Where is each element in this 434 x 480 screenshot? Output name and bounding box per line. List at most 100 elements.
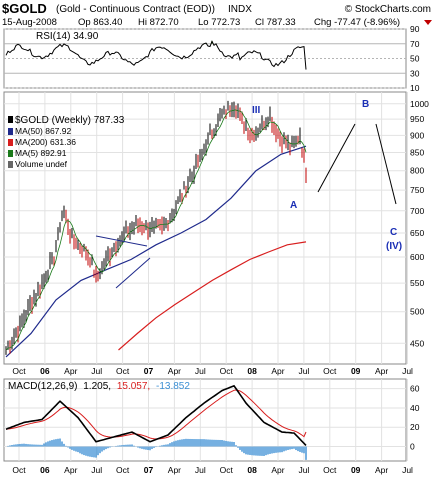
x-axis-label: Jul xyxy=(195,465,206,475)
x-axis-label: Apr xyxy=(271,465,284,475)
legend-volume: Volume undef xyxy=(15,159,68,169)
x-axis-label: Jul xyxy=(402,465,413,475)
x-axis-label: Oct xyxy=(323,465,337,475)
price-tick-label: 450 xyxy=(410,338,424,348)
x-axis-label: Apr xyxy=(168,366,181,376)
chart-watermark: © StockCharts.com xyxy=(345,4,431,15)
price-tick-label: 800 xyxy=(410,166,424,176)
rsi-tick-label: 10 xyxy=(410,83,420,93)
macd-signal-value: 15.057, xyxy=(117,381,150,392)
price-x-axis: Oct 06 Apr Jul Oct 07 Apr Jul Oct 08 Apr Jul Oct 09 Ap… xyxy=(12,366,413,376)
macd-panel: MACD(12,26,9) 1.205, 15.057, -13.852 60 4… xyxy=(3,378,420,462)
x-axis-label: Apr xyxy=(168,465,181,475)
price-tick-labels: 1000 950 900 850 800 750 700 650 600 550 500 450 xyxy=(410,99,429,349)
macd-tick-labels: 60 40 20 0 xyxy=(410,384,420,452)
price-panel: III A B C (IV) $GOLD (Weekly) 787.33 MA(… xyxy=(3,91,429,365)
price-tick-label: 900 xyxy=(410,130,424,140)
wave-label-b: B xyxy=(362,99,369,110)
price-tick-label: 850 xyxy=(410,148,424,158)
ma5-line xyxy=(5,109,307,351)
x-axis-label: 06 xyxy=(40,366,50,376)
x-axis-label: Oct xyxy=(323,366,337,376)
legend-ma200: MA(200) 631.36 xyxy=(15,137,76,147)
x-axis-label: Jul xyxy=(298,366,309,376)
rsi-tick-label: 30 xyxy=(410,68,420,78)
change-down-arrow-icon xyxy=(424,20,432,25)
chart-close: Cl 787.33 xyxy=(255,17,296,28)
legend-ma5-swatch xyxy=(8,150,13,157)
macd-hist-value: -13.852 xyxy=(156,381,190,392)
x-axis-label: Jul xyxy=(91,366,102,376)
x-axis-label: Oct xyxy=(12,465,26,475)
price-legend: $GOLD (Weekly) 787.33 MA(50) 867.92 MA(2… xyxy=(8,115,125,169)
x-axis-label: Jul xyxy=(298,465,309,475)
wave-label-a: A xyxy=(290,200,297,211)
macd-line xyxy=(5,384,307,446)
x-axis-label: Jul xyxy=(91,465,102,475)
rsi-tick-label: 90 xyxy=(410,24,420,34)
rsi-tick-labels: 90 70 50 30 10 xyxy=(410,24,420,93)
projection-wave-c-line xyxy=(375,123,397,205)
legend-main: $GOLD (Weekly) 787.33 xyxy=(15,115,125,126)
x-axis-label: Jul xyxy=(195,366,206,376)
triangle-upper-trendline xyxy=(95,235,148,247)
macd-tick-label: 20 xyxy=(410,422,420,432)
price-tick-label: 700 xyxy=(410,206,424,216)
x-axis-label: Oct xyxy=(220,465,234,475)
wave-label-c: C xyxy=(390,227,397,238)
rsi-tick-label: 70 xyxy=(410,39,420,49)
x-axis-label: Apr xyxy=(375,465,388,475)
rsi-tick-label: 50 xyxy=(410,54,420,64)
macd-value: 1.205, xyxy=(83,381,111,392)
x-axis-label: Oct xyxy=(220,366,234,376)
price-tick-label: 550 xyxy=(410,278,424,288)
macd-tick-label: 40 xyxy=(410,403,420,413)
x-axis-label: Apr xyxy=(271,366,284,376)
chart-open: Op 863.40 xyxy=(78,17,122,28)
legend-ma5: MA(5) 892.91 xyxy=(15,148,67,158)
x-axis-label: 07 xyxy=(144,465,154,475)
projection-wave-b-line xyxy=(317,123,356,193)
legend-ma50: MA(50) 867.92 xyxy=(15,126,71,136)
chart-low: Lo 772.73 xyxy=(198,17,240,28)
x-axis-label: Oct xyxy=(12,366,26,376)
chart-high: Hi 872.70 xyxy=(138,17,179,28)
wave-label-iii: III xyxy=(252,105,261,116)
rsi-label: RSI(14) 34.90 xyxy=(36,31,99,42)
price-tick-label: 950 xyxy=(410,114,424,124)
macd-x-axis: Oct 06 Apr Jul Oct 07 Apr Jul Oct 08 Apr Jul Oct 09 Ap… xyxy=(12,465,413,475)
chart-change: Chg -77.47 (-8.96%) xyxy=(314,17,400,28)
price-tick-label: 750 xyxy=(410,185,424,195)
price-tick-label: 650 xyxy=(410,228,424,238)
macd-tick-label: 60 xyxy=(410,384,420,394)
rsi-line xyxy=(5,40,307,70)
rsi-panel: RSI(14) 34.90 90 70 50 30 10 xyxy=(3,24,420,93)
price-tick-label: 600 xyxy=(410,252,424,262)
chart-name: (Gold - Continuous Contract (EOD)) xyxy=(56,4,215,15)
x-axis-label: Apr xyxy=(64,366,77,376)
price-tick-label: 1000 xyxy=(410,99,429,109)
chart-exchange: INDX xyxy=(228,4,252,15)
macd-label-prefix: MACD(12,26,9) xyxy=(8,381,77,392)
wave-label-iv: (IV) xyxy=(386,241,402,252)
triangle-lower-trendline xyxy=(115,257,151,289)
x-axis-label: 08 xyxy=(247,465,257,475)
chart-symbol: $GOLD xyxy=(2,1,47,16)
x-axis-label: Jul xyxy=(402,366,413,376)
macd-tick-label: 0 xyxy=(410,442,415,452)
legend-main-swatch xyxy=(8,116,13,123)
chart-date: 15-Aug-2008 xyxy=(2,17,57,28)
x-axis-label: 08 xyxy=(247,366,257,376)
ma200-line xyxy=(118,241,307,351)
ma50-line xyxy=(5,145,307,358)
legend-volume-swatch xyxy=(8,161,13,168)
x-axis-label: Apr xyxy=(64,465,77,475)
x-axis-label: Oct xyxy=(116,465,130,475)
macd-label: MACD(12,26,9) 1.205, 15.057, -13.852 xyxy=(8,381,190,392)
x-axis-label: Apr xyxy=(375,366,388,376)
x-axis-label: 06 xyxy=(40,465,50,475)
x-axis-label: Oct xyxy=(116,366,130,376)
legend-ma50-swatch xyxy=(8,128,13,135)
legend-ma200-swatch xyxy=(8,139,13,146)
